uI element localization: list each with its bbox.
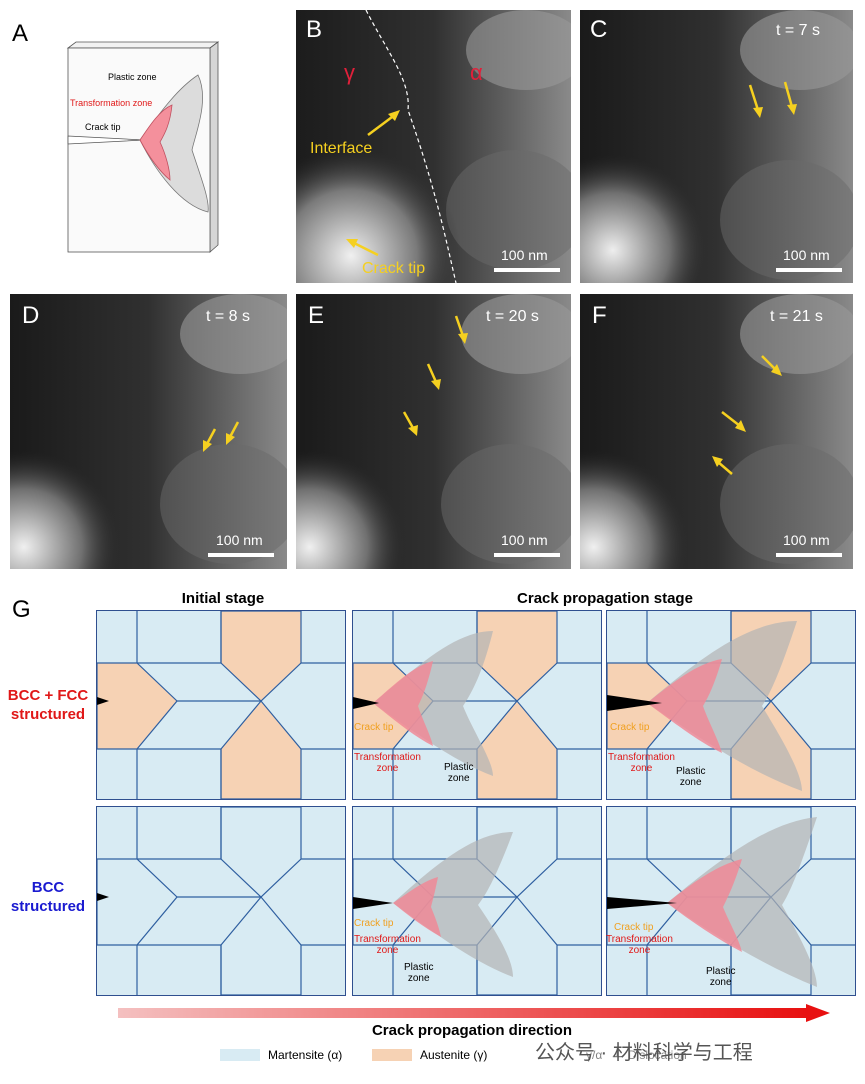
- panel-letter-e: E: [308, 302, 325, 329]
- scale-label-c: 100 nm: [783, 247, 830, 263]
- col-header-propagation: Crack propagation stage: [517, 590, 693, 607]
- g-transformation-r1s2: Transformation zone: [608, 752, 675, 774]
- plastic-zone-label: Plastic zone: [108, 72, 157, 82]
- g-plastic-r2s1: Plastic zone: [404, 962, 434, 984]
- scale-label-e: 100 nm: [501, 532, 548, 548]
- row-label-bcc: BCC structured: [10, 879, 86, 915]
- scale-bar-b: [494, 268, 560, 272]
- row-label-bcc-fcc: BCC + FCC structured: [7, 687, 89, 723]
- crack-tip-label: Crack tip: [85, 122, 121, 132]
- g-plastic-r1s2: Plastic zone: [676, 766, 706, 788]
- panel-letter-g: G: [12, 596, 31, 623]
- schematic-row2-stage2: [606, 806, 856, 996]
- time-label-d: t = 8 s: [206, 308, 251, 325]
- transformation-zone-label: Transformation zone: [70, 98, 153, 108]
- time-label-f: t = 21 s: [770, 308, 823, 325]
- watermark: 公众号 · 材料科学与工程: [535, 1036, 753, 1065]
- legend-swatch-martensite: [220, 1049, 260, 1061]
- panel-letter-b: B: [306, 16, 323, 43]
- legend-austenite: Austenite (γ): [420, 1048, 488, 1062]
- schematic-row2-initial: [96, 806, 346, 996]
- g-crack-tip-r1s2: Crack tip: [610, 722, 650, 733]
- g-crack-tip-r2s1: Crack tip: [354, 918, 394, 929]
- crack-propagation-arrow: [118, 1004, 830, 1022]
- scale-label-d: 100 nm: [216, 532, 263, 548]
- scale-bar-c: [776, 268, 842, 272]
- g-transformation-r2s1: Transformation zone: [354, 934, 421, 956]
- panel-letter-d: D: [22, 302, 40, 329]
- legend-martensite: Martensite (α): [268, 1048, 343, 1062]
- panel-letter-c: C: [590, 16, 608, 43]
- legend-swatch-austenite: [372, 1049, 412, 1061]
- scale-bar-e: [494, 553, 560, 557]
- panel-letter-a: A: [12, 20, 29, 47]
- crack-tip-tem-label: Crack tip: [362, 260, 426, 277]
- time-label-c: t = 7 s: [776, 22, 821, 39]
- g-crack-tip-r1s1: Crack tip: [354, 722, 394, 733]
- gamma-phase-label: γ: [344, 60, 355, 85]
- tem-panel-e: E t = 20 s 100 nm: [296, 294, 571, 569]
- col-header-initial: Initial stage: [181, 590, 265, 607]
- schematic-row2-stage1: [352, 806, 602, 996]
- alpha-phase-label: α: [470, 60, 483, 85]
- panel-letter-f: F: [592, 302, 607, 329]
- time-label-e: t = 20 s: [486, 308, 539, 325]
- scale-label-b: 100 nm: [501, 247, 548, 263]
- tem-panel-b: B γ α Interface Crack tip 100 nm: [296, 10, 571, 283]
- g-crack-tip-r2s2: Crack tip: [614, 922, 654, 933]
- tem-panel-d: D t = 8 s 100 nm: [10, 294, 287, 569]
- tem-panel-c: C t = 7 s 100 nm: [580, 10, 853, 283]
- g-plastic-r1s1: Plastic zone: [444, 762, 474, 784]
- tem-panel-f: F t = 21 s 100 nm: [580, 294, 853, 569]
- schematic-row1-initial: [96, 610, 346, 800]
- g-transformation-r1s1: Transformation zone: [354, 752, 421, 774]
- scale-bar-d: [208, 553, 274, 557]
- scale-label-f: 100 nm: [783, 532, 830, 548]
- crack-propagation-direction-label: Crack propagation direction: [371, 1022, 573, 1039]
- interface-label: Interface: [310, 140, 373, 157]
- panel-a-schematic: Plastic zone Transformation zone Crack t…: [60, 40, 220, 255]
- schematic-row1-stage2: [606, 610, 856, 800]
- scale-bar-f: [776, 553, 842, 557]
- schematic-row1-stage1: [352, 610, 602, 800]
- g-plastic-r2s2: Plastic zone: [706, 966, 736, 988]
- g-transformation-r2s2: Transformation zone: [606, 934, 673, 956]
